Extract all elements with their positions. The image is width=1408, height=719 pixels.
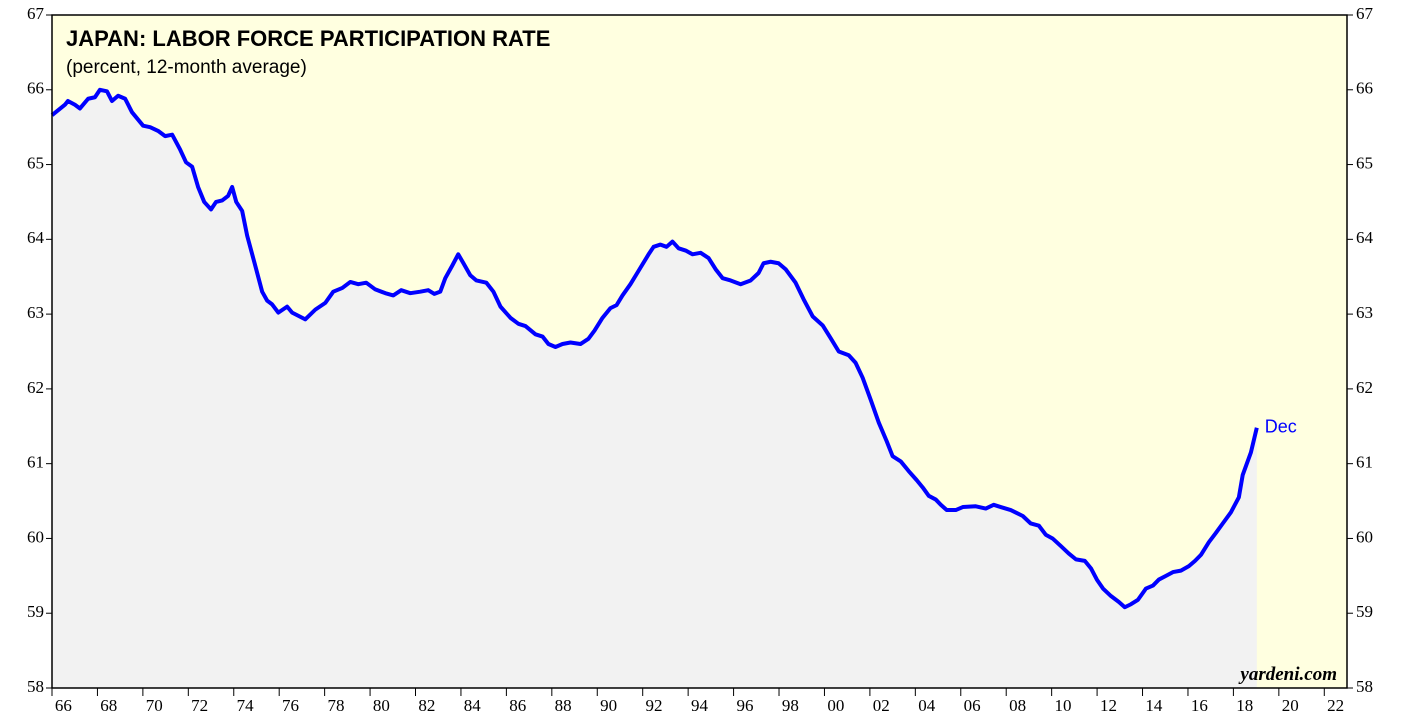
x-tick-label: 14	[1145, 696, 1163, 715]
x-tick-label: 04	[918, 696, 936, 715]
x-tick-label: 20	[1282, 696, 1299, 715]
x-tick-label: 86	[509, 696, 526, 715]
x-tick-label: 94	[691, 696, 709, 715]
x-tick-label: 92	[646, 696, 663, 715]
y2-tick-label: 62	[1356, 378, 1373, 397]
area-fill	[52, 89, 1257, 689]
y-tick-label: 61	[27, 453, 44, 472]
x-tick-label: 12	[1100, 696, 1117, 715]
x-tick-label: 06	[964, 696, 981, 715]
chart-subtitle: (percent, 12-month average)	[66, 57, 307, 78]
x-tick-label: 18	[1236, 696, 1253, 715]
x-tick-label: 08	[1009, 696, 1026, 715]
y-tick-label: 59	[27, 602, 44, 621]
x-tick-label: 84	[464, 696, 482, 715]
annotation: Dec	[1265, 417, 1297, 437]
y2-tick-label: 58	[1356, 677, 1373, 696]
x-tick-label: 70	[146, 696, 163, 715]
x-tick-label: 74	[237, 696, 255, 715]
y-tick-label: 58	[27, 677, 44, 696]
y2-tick-label: 63	[1356, 303, 1373, 322]
y2-tick-label: 61	[1356, 453, 1373, 472]
x-tick-label: 16	[1191, 696, 1208, 715]
y-tick-label: 65	[27, 153, 44, 172]
x-tick-label: 90	[600, 696, 617, 715]
x-tick-label: 66	[55, 696, 72, 715]
x-tick-label: 76	[282, 696, 299, 715]
x-tick-label: 78	[327, 696, 344, 715]
x-tick-label: 10	[1055, 696, 1072, 715]
x-tick-label: 22	[1327, 696, 1344, 715]
x-tick-label: 82	[418, 696, 435, 715]
x-tick-label: 02	[873, 696, 890, 715]
x-tick-label: 00	[827, 696, 844, 715]
y2-tick-label: 60	[1356, 527, 1373, 546]
x-tick-label: 80	[373, 696, 390, 715]
chart-title: JAPAN: LABOR FORCE PARTICIPATION RATE	[66, 26, 550, 51]
y-tick-label: 67	[27, 4, 45, 23]
y2-tick-label: 67	[1356, 4, 1374, 23]
y-tick-label: 62	[27, 378, 44, 397]
y2-tick-label: 59	[1356, 602, 1373, 621]
y-tick-label: 63	[27, 303, 44, 322]
y-tick-label: 64	[27, 228, 45, 247]
y2-tick-label: 64	[1356, 228, 1374, 247]
y2-tick-label: 66	[1356, 79, 1373, 98]
y-tick-label: 66	[27, 79, 44, 98]
x-tick-label: 72	[191, 696, 208, 715]
y2-tick-label: 65	[1356, 153, 1373, 172]
x-tick-label: 68	[100, 696, 117, 715]
y-tick-label: 60	[27, 527, 44, 546]
x-tick-label: 96	[736, 696, 753, 715]
x-tick-label: 98	[782, 696, 799, 715]
source: yardeni.com	[1238, 664, 1337, 685]
x-tick-label: 88	[555, 696, 572, 715]
line	[50, 87, 1259, 610]
plot-frame	[51, 14, 1348, 689]
